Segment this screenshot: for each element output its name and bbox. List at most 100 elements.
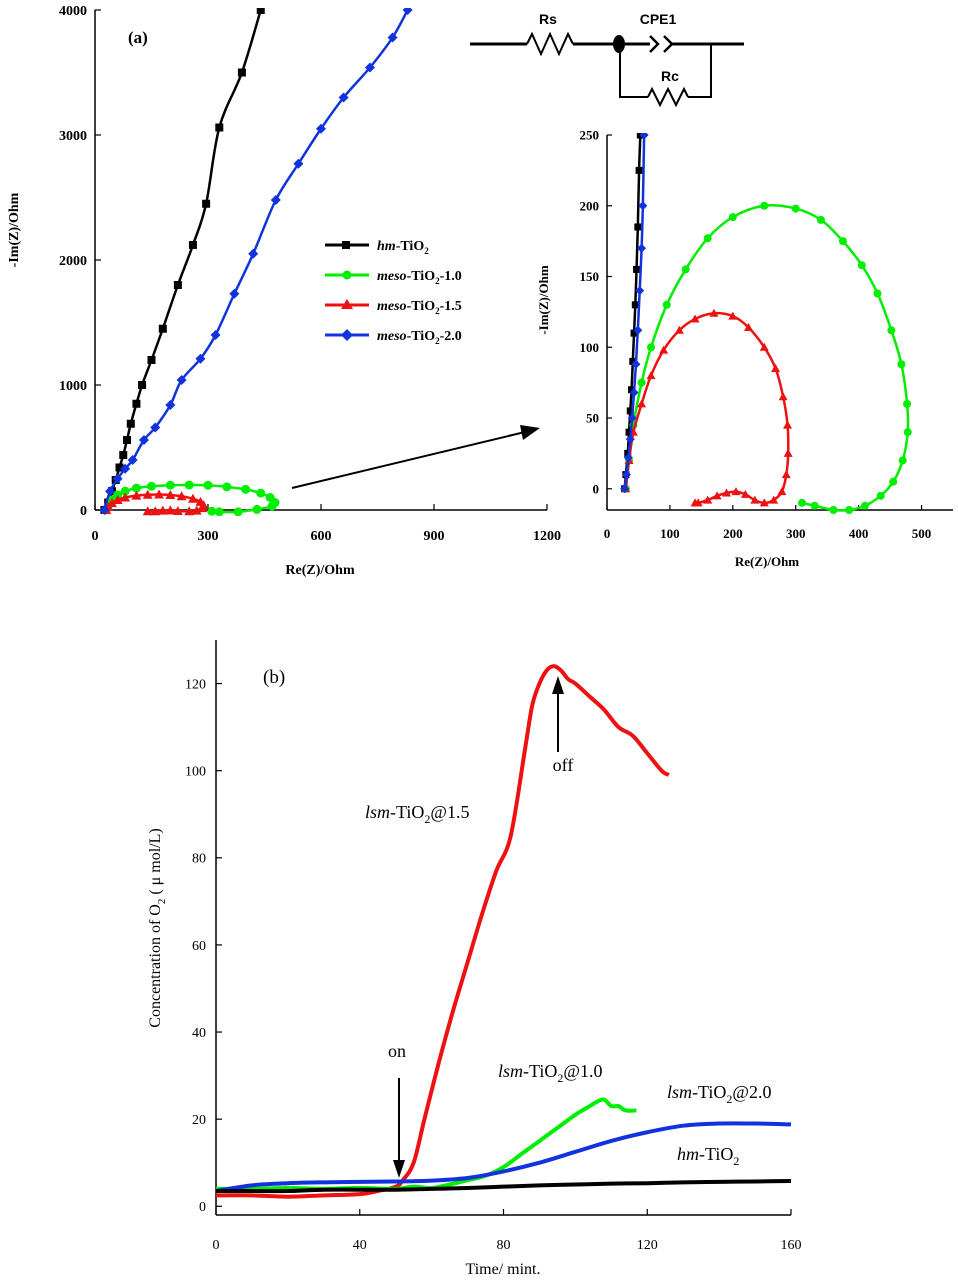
- data-point-circle: [889, 477, 898, 486]
- zoom-arrow-head: [520, 425, 540, 440]
- data-point-triangle: [769, 495, 779, 504]
- panel-b-ticks: 0 40 80 120 160 0 20 40 60 80 100 120: [185, 677, 802, 1253]
- y-tick-label: 0: [80, 504, 87, 519]
- data-point-circle: [147, 481, 156, 491]
- series-hm: [100, 8, 265, 514]
- data-point-diamond: [195, 353, 206, 364]
- data-point-square: [115, 463, 124, 472]
- data-point-triangle: [165, 490, 176, 499]
- y-tick-label: 3000: [59, 129, 87, 144]
- y-tick-label: 40: [192, 1026, 206, 1041]
- panel-a-xlabel: Re(Z)/Ohm: [285, 563, 355, 578]
- data-point-circle: [233, 507, 243, 516]
- legend-item-meso-1-0: meso-TiO2-1.0: [325, 269, 462, 286]
- data-point-diamond: [229, 288, 240, 299]
- data-point-circle: [252, 504, 262, 514]
- data-point-triangle: [184, 506, 195, 516]
- data-point-diamond: [629, 388, 639, 398]
- data-point-diamond: [402, 8, 413, 15]
- data-point-triangle: [154, 489, 165, 499]
- data-point-square: [630, 329, 638, 337]
- data-point-diamond: [635, 286, 645, 296]
- data-point-triangle: [712, 491, 722, 500]
- data-point-diamond: [120, 463, 131, 474]
- data-point-circle: [267, 501, 277, 511]
- data-point-circle: [810, 501, 819, 510]
- x-tick-label: 120: [637, 1238, 658, 1253]
- data-point-circle: [703, 234, 712, 243]
- data-point-triangle: [157, 505, 168, 515]
- data-point-triangle: [722, 488, 732, 497]
- data-point-circle: [798, 498, 807, 507]
- data-point-circle: [647, 343, 656, 352]
- data-point-circle: [241, 484, 251, 494]
- data-point-diamond: [150, 422, 161, 433]
- cpe-element-right: [663, 35, 674, 53]
- data-point-triangle: [777, 487, 787, 496]
- data-point-diamond: [639, 133, 649, 140]
- resistor-rc: [647, 86, 689, 108]
- panel-b-ylabel: Concentration of O2 ( μ mol/L): [147, 828, 168, 1027]
- data-point-triangle: [150, 506, 161, 516]
- series-line-meso20: [215, 1121, 792, 1194]
- series-line: [103, 9, 262, 511]
- legend-item-meso-1-5: meso-TiO2-1.5: [325, 299, 462, 316]
- data-point-circle: [838, 237, 847, 246]
- data-point-diamond: [627, 413, 637, 423]
- series-meso20: [99, 8, 413, 515]
- series-line: [624, 204, 910, 512]
- legend-label: hm-TiO2: [377, 239, 429, 256]
- data-point-triangle: [131, 490, 142, 500]
- x-tick-label: 900: [424, 529, 445, 544]
- resistor-rs: [526, 31, 574, 57]
- x-tick-label: 300: [786, 526, 806, 541]
- data-point-triangle: [674, 325, 684, 334]
- data-point-circle: [203, 480, 213, 490]
- y-tick-label: 150: [580, 269, 600, 284]
- data-point-circle: [681, 265, 690, 274]
- panel-b-label: (b): [263, 667, 285, 688]
- data-point-triangle: [187, 493, 198, 503]
- panel-a-legend: hm-TiO2 meso-TiO2-1.0 meso-TiO2-1.5 meso…: [325, 239, 462, 346]
- panel-b-xlabel: Time/ mint.: [466, 1261, 541, 1278]
- data-point-circle: [876, 491, 885, 500]
- data-point-circle: [184, 480, 194, 490]
- data-point-diamond: [293, 158, 304, 169]
- y-tick-label: 0: [199, 1200, 206, 1215]
- y-tick-label: 100: [185, 765, 206, 780]
- x-tick-label: 200: [723, 526, 743, 541]
- data-point-square: [636, 133, 644, 139]
- data-point-circle: [898, 456, 907, 465]
- data-point-triangle: [759, 498, 769, 507]
- data-point-circle: [857, 261, 866, 270]
- data-point-circle: [256, 488, 266, 498]
- data-point-triangle: [740, 489, 750, 498]
- data-point-square: [132, 399, 141, 408]
- y-tick-label: 20: [192, 1113, 206, 1128]
- data-point-square: [629, 357, 637, 365]
- data-point-diamond: [638, 201, 648, 211]
- data-point-circle: [791, 204, 800, 213]
- data-point-diamond: [387, 32, 398, 43]
- annotation-off-label: off: [553, 755, 574, 775]
- data-point-diamond: [248, 248, 259, 259]
- data-point-square: [215, 123, 224, 132]
- series-label-lsm-2-0: lsm-TiO2@2.0: [667, 1082, 771, 1106]
- circuit-label-cpe: CPE1: [640, 11, 677, 27]
- annotation-on-label: on: [388, 1041, 406, 1061]
- data-point-triangle: [778, 392, 788, 401]
- series-label-hm: hm-TiO2: [677, 1144, 739, 1168]
- data-point-circle: [887, 326, 896, 335]
- legend-marker-square: [342, 241, 350, 249]
- series-meso15: [621, 308, 793, 507]
- y-tick-label: 250: [580, 128, 600, 143]
- y-tick-label: 60: [192, 939, 206, 954]
- series-label-lsm-1-0: lsm-TiO2@1.0: [498, 1061, 602, 1085]
- annotation-on-arrow-head: [393, 1160, 405, 1178]
- data-point-circle: [214, 507, 224, 516]
- data-point-triangle: [106, 498, 117, 508]
- data-point-diamond: [623, 453, 633, 463]
- data-point-diamond: [165, 400, 176, 410]
- circuit-label-rs: Rs: [539, 11, 557, 27]
- data-point-square: [147, 356, 156, 364]
